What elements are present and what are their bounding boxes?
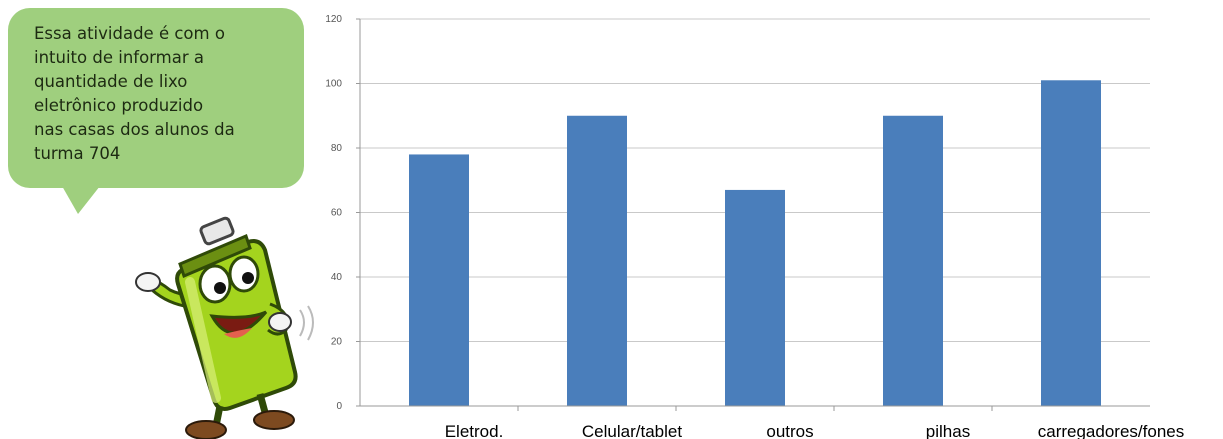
- callout-line: turma 704: [34, 144, 121, 163]
- y-tick-label: 20: [331, 337, 343, 348]
- speech-bubble-text: Essa atividade é com o intuito de inform…: [34, 22, 302, 166]
- y-tick-label: 80: [331, 143, 343, 154]
- axes: [359, 19, 1150, 407]
- x-axis-tick-labels: Eletrod. Celular/tablet outros pilhas carreg…: [445, 406, 1184, 439]
- bars: [409, 80, 1101, 407]
- y-axis-tick-labels: 0 20 40 60 80 100 120: [325, 14, 360, 412]
- x-tick-label: Celular/tablet: [582, 422, 682, 439]
- x-tick-label: Eletrod.: [445, 422, 504, 439]
- y-tick-label: 40: [331, 272, 343, 283]
- battery-mascot-icon: [135, 216, 314, 439]
- bar: [725, 189, 785, 406]
- y-tick-label: 60: [331, 208, 343, 219]
- x-tick-label: pilhas: [926, 422, 970, 439]
- bar: [1041, 80, 1101, 407]
- bar: [883, 115, 943, 406]
- bar: [409, 154, 469, 406]
- callout-line: eletrônico produzido: [34, 96, 204, 115]
- callout-line: intuito de informar a: [34, 48, 204, 67]
- speech-bubble: Essa atividade é com o intuito de inform…: [8, 8, 304, 188]
- x-tick-label: carregadores/fones: [1038, 422, 1184, 439]
- bar: [567, 115, 627, 406]
- callout-line: Essa atividade é com o: [34, 24, 225, 43]
- x-tick-label: outros: [766, 422, 813, 439]
- callout-line: nas casas dos alunos da: [34, 120, 235, 139]
- y-tick-label: 100: [325, 79, 342, 90]
- speech-bubble-tail: [62, 186, 100, 214]
- y-tick-label: 120: [325, 14, 342, 25]
- y-tick-label: 0: [336, 401, 342, 412]
- callout-line: quantidade de lixo: [34, 72, 188, 91]
